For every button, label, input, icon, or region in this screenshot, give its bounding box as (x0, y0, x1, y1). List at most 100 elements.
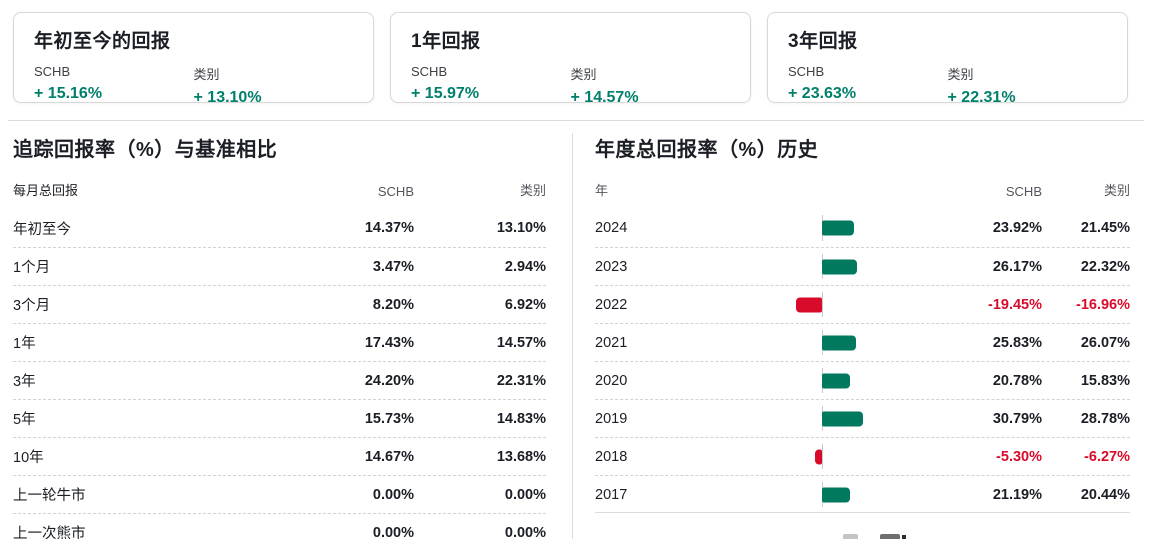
annual-row: 2022 -19.45% -16.96% (595, 285, 1130, 323)
fund-value: 0.00% (372, 524, 414, 539)
row-label: 上一次熊市 (13, 526, 86, 539)
category-value: 6.92% (504, 296, 546, 313)
row-label: 10年 (13, 450, 44, 466)
category-value: 2.94% (504, 258, 546, 275)
year-label: 2024 (595, 220, 628, 236)
category-value: 13.68% (496, 448, 546, 465)
fund-value: 25.83% (992, 334, 1042, 351)
annual-row: 2017 21.19% 20.44% (595, 475, 1130, 513)
table-row: 3个月 8.20% 6.92% (13, 285, 546, 323)
card-title: 1年回报 (411, 31, 481, 52)
return-bar-cell (653, 248, 932, 285)
return-bar-cell (653, 286, 932, 323)
fund-value: -19.45% (987, 296, 1042, 313)
return-bar (822, 259, 857, 274)
category-value: 22.32% (1080, 258, 1130, 275)
fund-value: -5.30% (996, 448, 1042, 465)
column-header-monthly-total-return: 每月总回报 (13, 183, 79, 198)
row-label: 上一轮牛市 (13, 488, 86, 504)
category-value: 0.00% (504, 486, 546, 503)
fund-value: 26.17% (992, 258, 1042, 275)
fund-value: 8.20% (372, 296, 414, 313)
fund-value: 23.92% (992, 220, 1042, 236)
return-bar (822, 220, 854, 236)
trailing-returns-panel: 追踪回报率（%）与基准相比 每月总回报 SCHB 类别 年初至今 14.37% … (0, 133, 573, 539)
table-row: 3年 24.20% 22.31% (13, 361, 546, 399)
fund-return-value: + 15.16% (34, 85, 103, 102)
fund-ticker-label: SCHB (788, 64, 825, 79)
column-header-fund: SCHB (1005, 184, 1042, 199)
return-bar (822, 487, 851, 502)
fund-value: 30.79% (992, 410, 1042, 427)
fund-value: 17.43% (364, 334, 414, 351)
category-value: 13.10% (496, 220, 546, 236)
summary-cards: 年初至今的回报 SCHB + 15.16% 类别 + 13.10% 1年回报 S… (0, 0, 1152, 106)
trailing-table-header: 每月总回报 SCHB 类别 (13, 163, 546, 209)
category-value: 14.57% (496, 334, 546, 351)
column-header-year: 年 (595, 183, 609, 198)
annual-row: 2018 -5.30% -6.27% (595, 437, 1130, 475)
table-row: 1年 17.43% 14.57% (13, 323, 546, 361)
return-bar (796, 297, 822, 312)
fund-value: 15.73% (364, 410, 414, 427)
zero-axis-tick (822, 444, 823, 469)
fund-value: 3.47% (372, 258, 414, 275)
fund-value: 14.37% (364, 220, 414, 236)
card-ytd-return: 年初至今的回报 SCHB + 15.16% 类别 + 13.10% (13, 12, 374, 106)
column-header-fund: SCHB (377, 184, 414, 199)
fund-return-value: + 15.97% (411, 85, 480, 102)
category-value: 22.31% (496, 372, 546, 389)
card-title: 年初至今的回报 (34, 31, 171, 52)
table-row: 1个月 3.47% 2.94% (13, 247, 546, 285)
column-header-category: 类别 (1103, 183, 1130, 198)
chart-legend-clipped (595, 513, 1130, 539)
category-value: 26.07% (1080, 334, 1130, 351)
year-label: 2018 (595, 448, 628, 465)
year-label: 2020 (595, 372, 628, 389)
year-label: 2017 (595, 486, 628, 503)
category-label: 类别 (947, 67, 974, 82)
fund-value: 20.78% (992, 372, 1042, 389)
zero-axis-tick (822, 292, 823, 317)
annual-row: 2023 26.17% 22.32% (595, 247, 1130, 285)
card-title: 3年回报 (788, 31, 858, 52)
year-label: 2022 (595, 296, 628, 313)
row-label: 5年 (13, 412, 36, 428)
return-bar-cell (653, 476, 932, 513)
table-row: 5年 15.73% 14.83% (13, 399, 546, 437)
table-row: 上一次熊市 0.00% 0.00% (13, 513, 546, 539)
column-header-category: 类别 (519, 183, 546, 198)
fund-value: 14.67% (364, 448, 414, 465)
fund-value: 0.00% (372, 486, 414, 503)
return-bar (822, 335, 857, 350)
horizontal-divider (8, 120, 1144, 121)
card-1y-return: 1年回报 SCHB + 15.97% 类别 + 14.57% (390, 12, 751, 106)
annual-table-header: 年 SCHB 类别 (595, 163, 1130, 209)
category-value: 20.44% (1080, 486, 1130, 503)
row-label: 1个月 (13, 260, 51, 276)
fund-ticker-label: SCHB (34, 64, 71, 79)
fund-return-value: + 23.63% (788, 85, 857, 102)
annual-returns-title: 年度总回报率（%）历史 (595, 139, 819, 161)
annual-row: 2021 25.83% 26.07% (595, 323, 1130, 361)
fund-value: 21.19% (992, 486, 1042, 503)
return-bar-cell (653, 400, 932, 437)
card-3y-return: 3年回报 SCHB + 23.63% 类别 + 22.31% (767, 12, 1128, 106)
return-bar (822, 411, 863, 426)
fund-value: 24.20% (364, 372, 414, 389)
annual-row: 2020 20.78% 15.83% (595, 361, 1130, 399)
return-bar-cell (653, 324, 932, 361)
return-bar-cell (653, 209, 932, 247)
category-value: 14.83% (496, 410, 546, 427)
category-label: 类别 (193, 67, 220, 82)
row-label: 3个月 (13, 298, 51, 314)
category-value: -16.96% (1075, 296, 1130, 313)
legend-swatch-icon (843, 534, 858, 539)
annual-row: 2019 30.79% 28.78% (595, 399, 1130, 437)
trailing-returns-title: 追踪回报率（%）与基准相比 (13, 139, 278, 161)
fund-ticker-label: SCHB (411, 64, 448, 79)
year-label: 2021 (595, 334, 628, 351)
category-return-value: + 13.10% (193, 89, 262, 106)
return-bar (815, 449, 822, 464)
legend-text-fragment (902, 535, 906, 539)
